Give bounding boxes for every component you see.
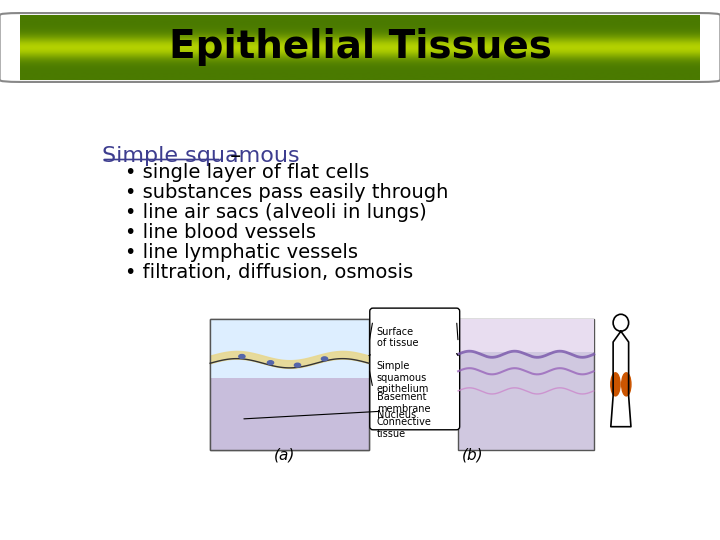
Text: • filtration, diffusion, osmosis: • filtration, diffusion, osmosis bbox=[125, 262, 413, 282]
Text: Simple
squamous
epithelium: Simple squamous epithelium bbox=[377, 361, 429, 394]
Ellipse shape bbox=[239, 355, 245, 359]
Text: Nucleus: Nucleus bbox=[377, 410, 416, 420]
Bar bbox=[458, 319, 594, 450]
Bar bbox=[210, 378, 369, 450]
Bar bbox=[210, 319, 369, 450]
Text: Surface
of tissue: Surface of tissue bbox=[377, 327, 418, 348]
Bar bbox=[210, 319, 369, 450]
Text: • line blood vessels: • line blood vessels bbox=[125, 222, 316, 242]
Ellipse shape bbox=[267, 361, 274, 365]
Bar bbox=[210, 319, 369, 378]
Ellipse shape bbox=[321, 357, 328, 361]
Text: • line lymphatic vessels: • line lymphatic vessels bbox=[125, 242, 358, 262]
Text: (b): (b) bbox=[462, 447, 484, 462]
Text: • single layer of flat cells: • single layer of flat cells bbox=[125, 163, 369, 181]
Text: • substances pass easily through: • substances pass easily through bbox=[125, 183, 449, 201]
Bar bbox=[458, 319, 594, 352]
Ellipse shape bbox=[611, 373, 620, 396]
Text: Basement
membrane: Basement membrane bbox=[377, 392, 431, 414]
Text: Connective
tissue: Connective tissue bbox=[377, 417, 431, 439]
Ellipse shape bbox=[621, 373, 631, 396]
Ellipse shape bbox=[294, 363, 301, 367]
Text: • line air sacs (alveoli in lungs): • line air sacs (alveoli in lungs) bbox=[125, 202, 427, 221]
Text: Epithelial Tissues: Epithelial Tissues bbox=[168, 29, 552, 66]
FancyBboxPatch shape bbox=[370, 308, 459, 430]
Text: Simple squamous: Simple squamous bbox=[102, 146, 300, 166]
Text: –: – bbox=[223, 146, 242, 166]
Text: (a): (a) bbox=[274, 447, 295, 462]
